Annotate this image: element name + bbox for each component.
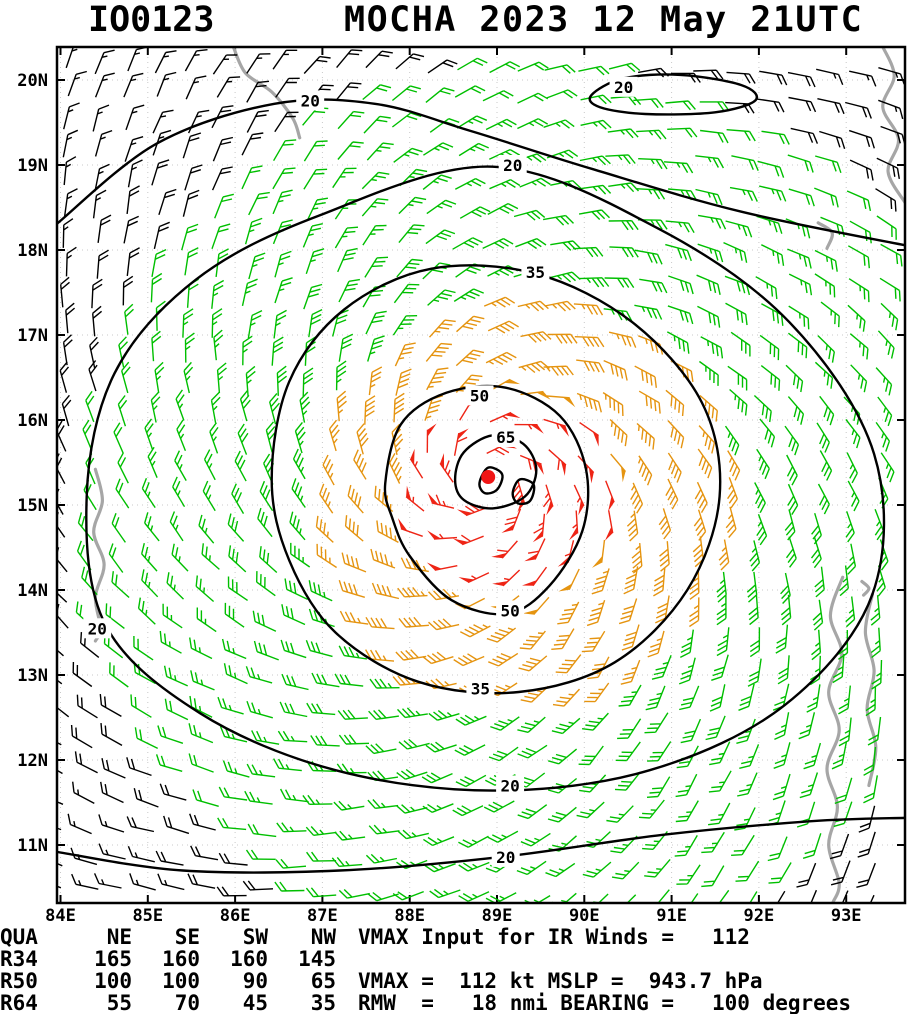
isotach-contour-20 [57,816,905,874]
r50-row: R50 100 100 90 65 VMAX = 112 kt MSLP = 9… [0,970,919,992]
x-tick-label: 85E [132,906,163,926]
x-tick-label: 89E [482,906,513,926]
r64-nw: 35 [310,991,336,1014]
r34-ne: 165 [94,947,132,971]
vmax-mslp-text: VMAX = 112 kt MSLP = 943.7 hPa [358,969,763,993]
coastline [860,579,871,597]
contour-label: 50 [496,600,525,621]
r50-ne: 100 [94,969,132,993]
svg-text:20: 20 [500,777,519,796]
contour-label: 50 [465,385,494,406]
quadrant-se-header: SE [174,925,200,949]
r50-label: R50 [0,969,38,993]
r64-sw: 45 [242,991,268,1014]
r34-sw: 160 [230,947,268,971]
y-tick-label: 17N [17,326,48,346]
r34-nw: 145 [298,947,336,971]
svg-text:20: 20 [88,619,107,638]
r34-row: R34 165 160 160 145 [0,948,919,970]
svg-text:35: 35 [471,680,490,699]
contour-label: 20 [496,775,525,796]
contour-label: 20 [609,76,638,97]
isotach-contour-20 [57,98,905,247]
r34-label: R34 [0,947,38,971]
x-tick-label: 92E [744,906,775,926]
page-title: MOCHA 2023 12 May 21UTC [344,0,864,40]
y-tick-label: 14N [17,581,48,601]
isotach-contour- [511,477,536,506]
coastline [816,221,835,250]
isotach-contour- [478,466,504,495]
radii-header-label: QUA [0,925,38,949]
x-tick-label: 84E [45,906,76,926]
contour-label: 20 [498,155,527,175]
storm-id: IO0123 [88,0,215,40]
isotach-contour-65 [453,433,538,510]
x-tick-label: 91E [656,906,687,926]
r34-right-text [336,948,358,970]
svg-text:65: 65 [496,428,515,447]
quadrant-sw-header: SW [242,925,268,949]
coastline [881,47,905,205]
contour-label: 65 [491,427,520,447]
isotach-contour-35 [270,264,722,695]
storm-center-marker [481,470,496,484]
r64-se: 70 [174,991,200,1014]
contour-label: 35 [521,262,550,283]
contour-label: 35 [466,678,495,699]
y-tick-label: 13N [17,666,48,686]
r34-se: 160 [162,947,200,971]
contour-label: 20 [296,90,325,111]
rmw-bearing-text: RMW = 18 nmi BEARING = 100 degrees [358,991,852,1014]
svg-text:50: 50 [470,386,489,405]
radii-header-row: QUA NE SE SW NW VMAX Input for IR Winds … [0,926,919,948]
y-tick-label: 18N [17,241,48,261]
r64-label: R64 [0,991,38,1014]
wind-analysis-map: 84E 85E 86E 87E 88E 89E 90E 91E 92E 93E 11N 12N 13N 1… [17,45,907,926]
svg-text:20: 20 [496,848,515,867]
coastline [231,47,302,140]
r64-ne: 55 [106,991,132,1014]
wind-barbs [57,47,905,903]
x-tick-label: 86E [220,906,251,926]
quadrant-nw-header: NW [310,925,336,949]
svg-text:20: 20 [503,156,522,175]
coastline [825,575,845,903]
coastline [92,467,106,643]
isotach-contour-50 [383,384,590,616]
x-tick-label: 87E [307,906,338,926]
r50-se: 100 [162,969,200,993]
svg-text:50: 50 [500,601,519,620]
contour-label: 20 [83,618,112,639]
y-tick-label: 19N [17,156,48,176]
wind-radii-table: QUA NE SE SW NW VMAX Input for IR Winds … [0,926,919,1014]
x-tick-label: 93E [831,906,862,926]
svg-text:20: 20 [301,91,320,110]
title-bar: IO0123 MOCHA 2023 12 May 21UTC [0,0,919,40]
isotach-contour-20 [588,73,758,116]
quadrant-ne-header: NE [106,925,132,949]
svg-text:35: 35 [526,263,545,282]
y-tick-label: 12N [17,751,48,771]
y-tick-label: 16N [17,411,48,431]
map-frame [55,45,907,905]
y-tick-label: 11N [17,836,48,856]
y-tick-label: 20N [17,71,48,91]
x-tick-label: 88E [394,906,425,926]
vmax-input-text: VMAX Input for IR Winds = 112 [358,925,750,949]
r50-nw: 65 [310,969,336,993]
contour-label: 20 [491,846,520,867]
r50-sw: 90 [242,969,268,993]
isotach-contour-20 [85,165,886,792]
r64-row: R64 55 70 45 35 RMW = 18 nmi BEARING = 1… [0,992,919,1014]
y-tick-label: 15N [17,496,48,516]
svg-text:20: 20 [614,78,633,97]
x-tick-label: 90E [569,906,600,926]
